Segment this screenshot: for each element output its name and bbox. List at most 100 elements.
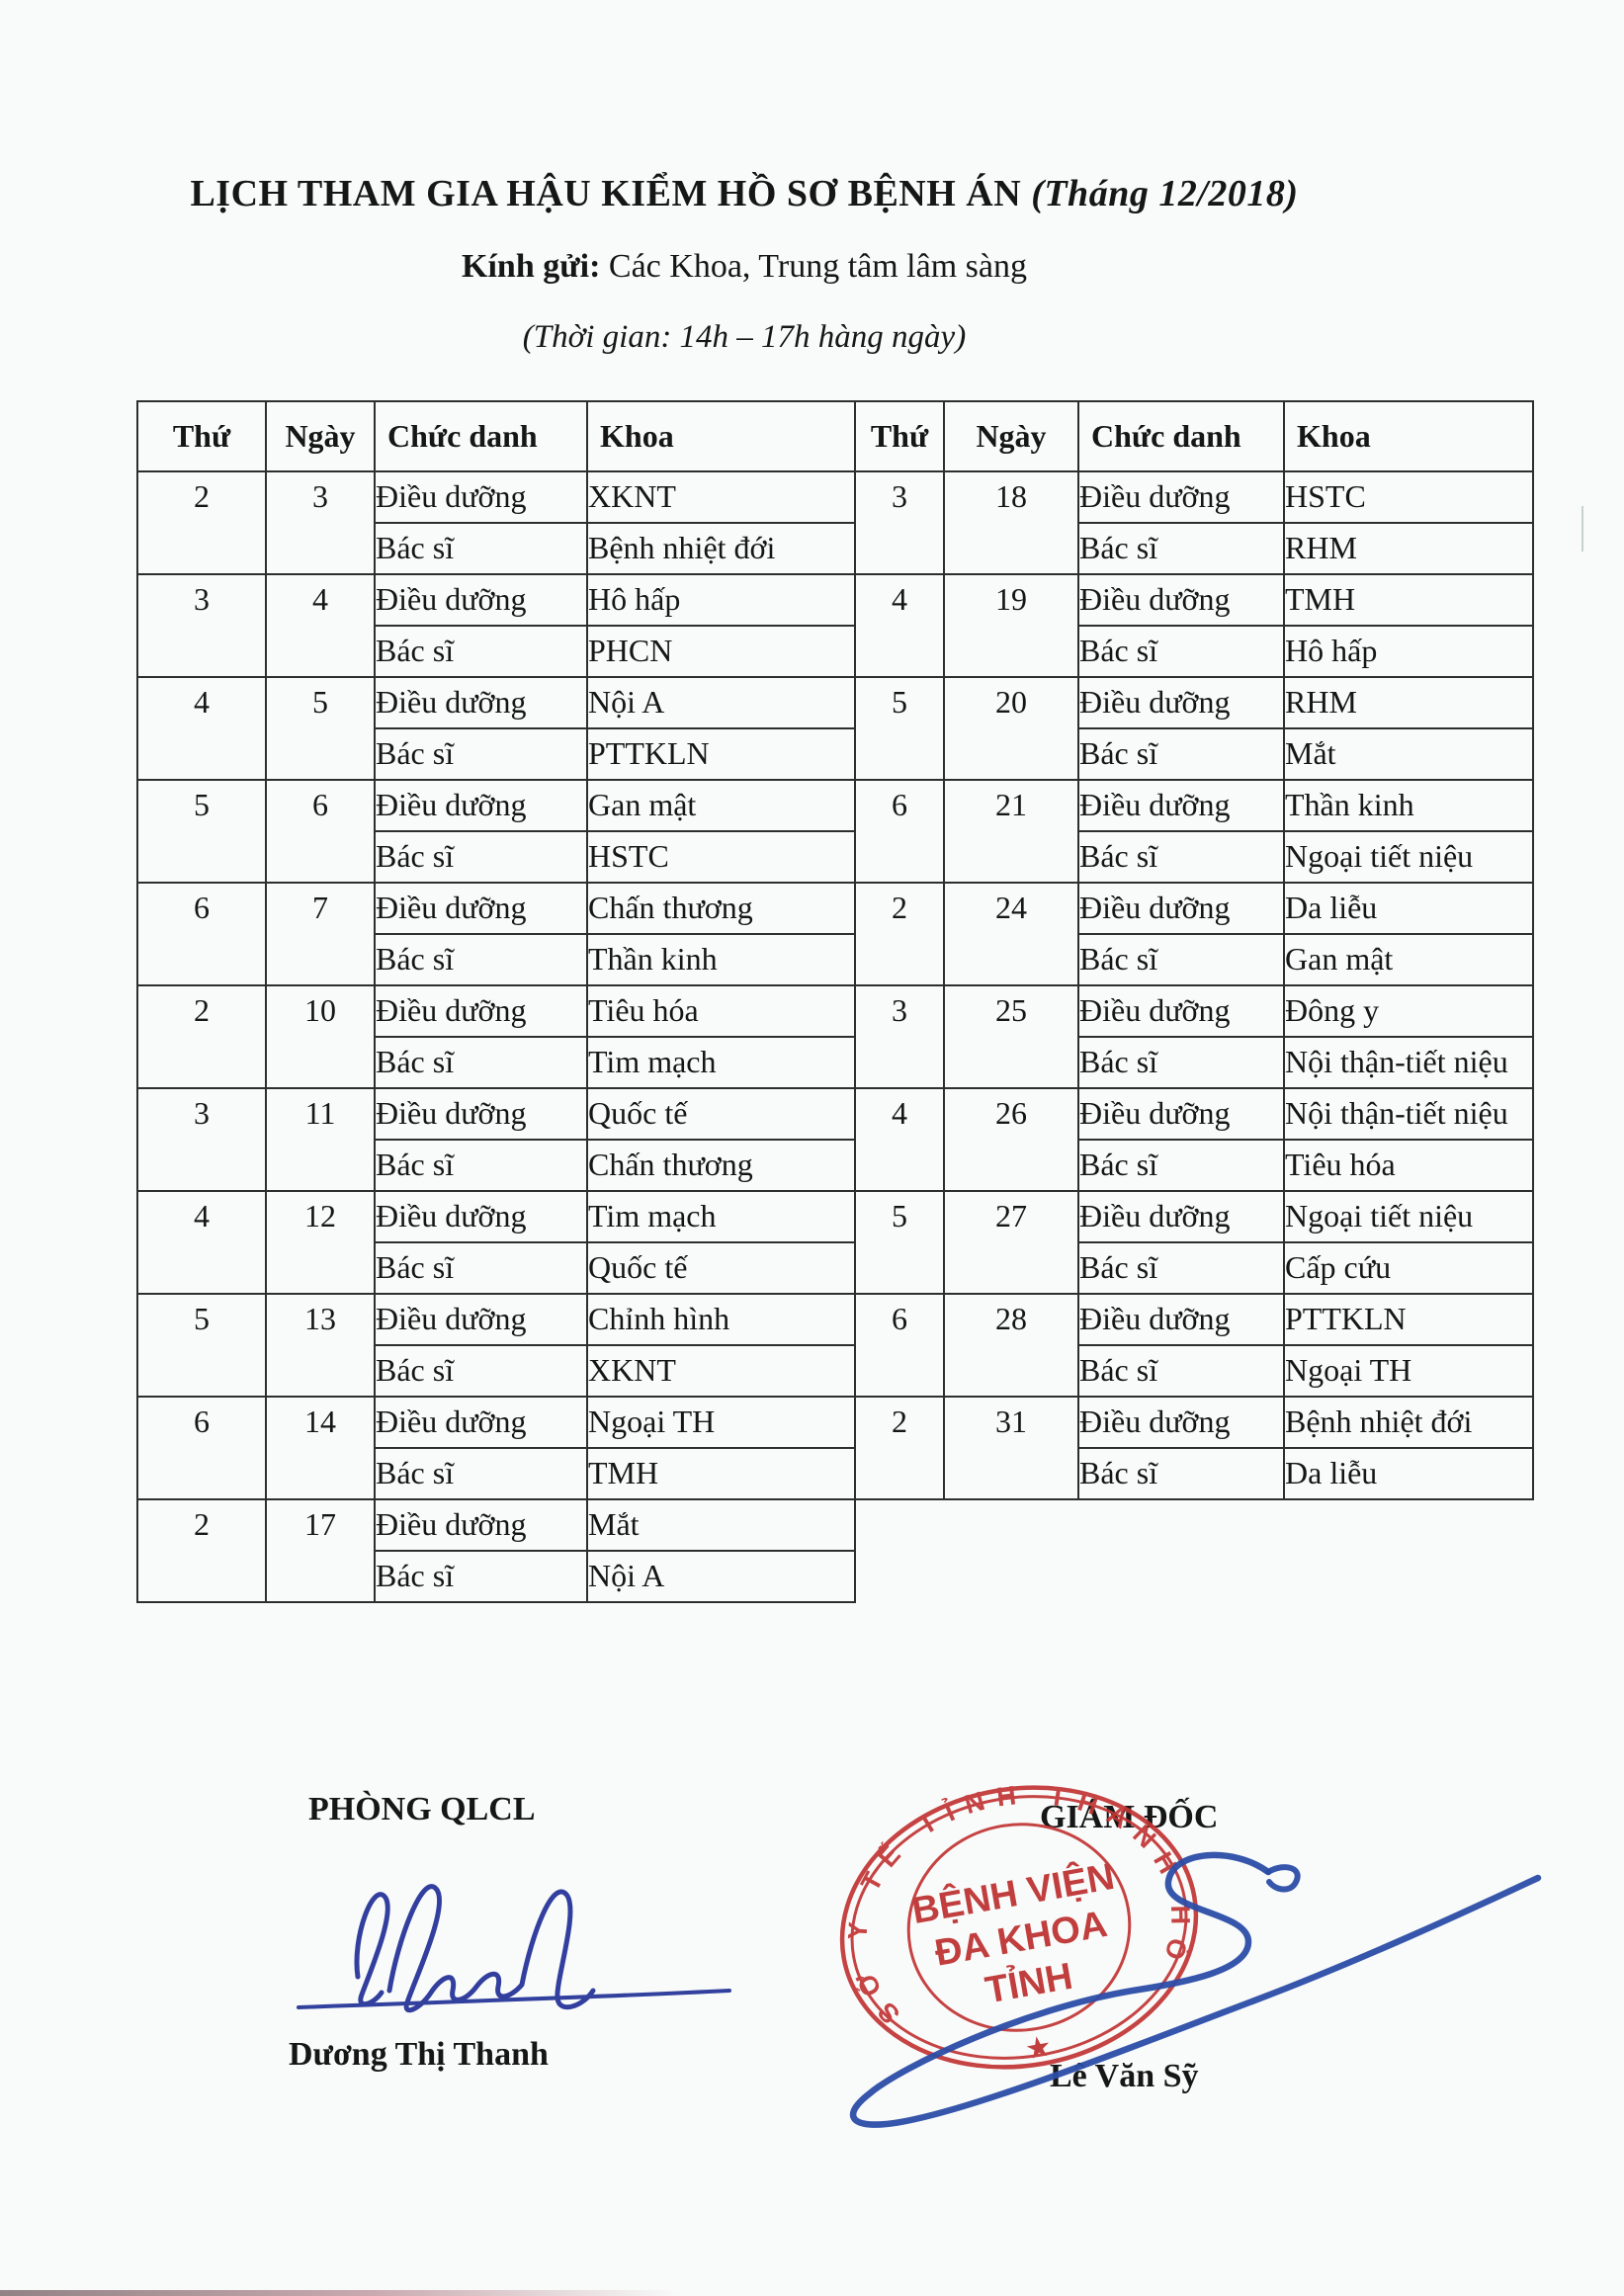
cell-right-role-nurse: Điều dưỡng (1077, 779, 1285, 832)
table-row: 4 12 Điều dưỡng Tim mạch 5 27 Điều dưỡng Ngoại … (136, 1190, 1534, 1295)
schedule-table-header: Thứ Ngày Chức danh Khoa Thứ Ngày Chức danh Khoa (136, 400, 1534, 472)
cell-right-role-doctor: Bác sĩ (1077, 830, 1285, 884)
cell-right-thu: 2 (854, 1396, 945, 1500)
cell-right-khoa-doctor: Mắt (1283, 727, 1534, 781)
schedule-table: Thứ Ngày Chức danh Khoa Thứ Ngày Chức danh Khoa… (136, 400, 1534, 1603)
cell-right-khoa-nurse: Bệnh nhiệt đới (1283, 1396, 1534, 1449)
cell-left-ngay: 14 (265, 1396, 376, 1500)
stamp-outer-ring (839, 1785, 1199, 2070)
signature-sy-hook (1265, 1864, 1301, 1893)
cell-right-khoa-nurse: RHM (1283, 676, 1534, 729)
cell-left-ngay: 11 (265, 1087, 376, 1192)
cell-left-khoa-nurse: Tiêu hóa (586, 984, 856, 1038)
table-row: 3 4 Điều dưỡng Hô hấp 4 19 Điều dưỡng TMH (136, 573, 1534, 678)
cell-left-role-doctor: Bác sĩ (374, 1036, 588, 1089)
cell-right-thu: 4 (854, 573, 945, 678)
cell-right-role-nurse: Điều dưỡng (1077, 984, 1285, 1038)
cell-left-khoa-doctor: Tim mạch (586, 1036, 856, 1089)
table-row: 4 5 Điều dưỡng Nội A 5 20 Điều dưỡng RHM (136, 676, 1534, 781)
time-note: (Thời gian: 14h – 17h hàng ngày) (522, 319, 967, 355)
cell-right-role-doctor: Bác sĩ (1077, 727, 1285, 781)
cell-left-ngay: 10 (265, 984, 376, 1089)
cell-right-role-doctor: Bác sĩ (1077, 933, 1285, 986)
left-signer-name: Dương Thị Thanh (289, 2036, 549, 2073)
column-header-chức-danh-left: Chức danh (374, 400, 588, 472)
cell-left-role-doctor: Bác sĩ (374, 727, 588, 781)
cell-right-role-nurse: Điều dưỡng (1077, 1293, 1285, 1346)
cell-left-role-doctor: Bác sĩ (374, 1447, 588, 1500)
cell-right-role-doctor: Bác sĩ (1077, 1036, 1285, 1089)
cell-right-role-doctor: Bác sĩ (1077, 625, 1285, 678)
cell-left-khoa-nurse: Chỉnh hình (586, 1293, 856, 1346)
cell-left-ngay: 6 (265, 779, 376, 884)
cell-right-ngay: 25 (943, 984, 1079, 1089)
table-row: Bác sĩ PHCN Bác sĩ Hô hấp (137, 625, 1534, 678)
cell-left-role-doctor: Bác sĩ (374, 933, 588, 986)
greeting-line: Kính gửi: Các Khoa, Trung tâm lâm sàng (0, 248, 1489, 286)
cell-left-role-nurse: Điều dưỡng (374, 1396, 588, 1449)
cell-left-role-doctor: Bác sĩ (374, 830, 588, 884)
cell-left-thu: 4 (136, 676, 267, 781)
stamp-inner-ring (906, 1823, 1132, 2032)
cell-right-role-doctor: Bác sĩ (1077, 1241, 1285, 1295)
cell-right-ngay: 19 (943, 573, 1079, 678)
table-row: Bác sĩ Chấn thương Bác sĩ Tiêu hóa (137, 1139, 1534, 1192)
cell-left-role-nurse: Điều dưỡng (374, 882, 588, 935)
cell-left-khoa-doctor: PTTKLN (586, 727, 856, 781)
cell-right-thu: 5 (854, 676, 945, 781)
table-row: Bác sĩ Quốc tế Bác sĩ Cấp cứu (137, 1241, 1534, 1295)
cell-left-khoa-doctor: Quốc tế (586, 1241, 856, 1295)
cell-right-ngay: 31 (943, 1396, 1079, 1500)
cell-right-role-nurse: Điều dưỡng (1077, 573, 1285, 627)
table-row: 6 14 Điều dưỡng Ngoại TH 2 31 Điều dưỡng Bệnh n… (136, 1396, 1534, 1500)
greeting-label: Kính gửi: (462, 248, 601, 285)
handwritten-signature-right (849, 1851, 1542, 2128)
scan-artifact-line (1581, 506, 1583, 552)
table-row: 2 3 Điều dưỡng XKNT 3 18 Điều dưỡng HSTC (136, 470, 1534, 575)
right-signer-name: Lê Văn Sỹ (1050, 2058, 1199, 2094)
cell-left-ngay: 17 (265, 1498, 376, 1603)
cell-right-thu: 6 (854, 1293, 945, 1398)
cell-left-thu: 4 (136, 1190, 267, 1295)
cell-right-ngay: 20 (943, 676, 1079, 781)
cell-right-role-nurse: Điều dưỡng (1077, 470, 1285, 524)
column-header-khoa-left: Khoa (586, 400, 856, 472)
table-row: Bác sĩ Nội A (137, 1550, 1533, 1603)
table-row: Bác sĩ HSTC Bác sĩ Ngoại tiết niệu (137, 830, 1534, 884)
cell-right-khoa-doctor: RHM (1283, 522, 1534, 575)
cell-right-role-doctor: Bác sĩ (1077, 1139, 1285, 1192)
cell-left-khoa-nurse: Nội A (586, 676, 856, 729)
cell-left-khoa-nurse: Quốc tế (586, 1087, 856, 1141)
cell-left-thu: 5 (136, 779, 267, 884)
cell-left-thu: 2 (136, 984, 267, 1089)
cell-right-khoa-doctor: Gan mật (1283, 933, 1534, 986)
cell-left-role-nurse: Điều dưỡng (374, 1087, 588, 1141)
cell-right-khoa-nurse: Nội thận-tiết niệu (1283, 1087, 1534, 1141)
cell-left-role-doctor: Bác sĩ (374, 1139, 588, 1192)
signature-underline (297, 1989, 731, 2009)
column-header-ngày-right: Ngày (943, 400, 1079, 472)
cell-right-khoa-doctor: Ngoại TH (1283, 1344, 1534, 1398)
table-row: 3 11 Điều dưỡng Quốc tế 4 26 Điều dưỡng Nội thậ… (136, 1087, 1534, 1192)
cell-right-ngay: 26 (943, 1087, 1079, 1192)
column-header-thứ-left: Thứ (136, 400, 267, 472)
cell-right-ngay: 28 (943, 1293, 1079, 1398)
cell-right-khoa-doctor: Da liễu (1283, 1447, 1534, 1500)
cell-right-thu: 3 (854, 470, 945, 575)
table-row: 5 13 Điều dưỡng Chỉnh hình 6 28 Điều dưỡng PTTK… (136, 1293, 1534, 1398)
cell-right-khoa-nurse: TMH (1283, 573, 1534, 627)
cell-right-role-doctor: Bác sĩ (1077, 1447, 1285, 1500)
cell-right-khoa-doctor: Cấp cứu (1283, 1241, 1534, 1295)
cell-left-thu: 3 (136, 573, 267, 678)
cell-left-khoa-doctor: PHCN (586, 625, 856, 678)
column-header-chức-danh-right: Chức danh (1077, 400, 1285, 472)
empty-region (855, 1499, 1533, 1602)
table-row: 2 17 Điều dưỡng Mắt (136, 1498, 1533, 1603)
cell-left-khoa-nurse: Mắt (586, 1498, 856, 1552)
column-header-ngày-left: Ngày (265, 400, 376, 472)
table-row: Bác sĩ Tim mạch Bác sĩ Nội thận-tiết niệu (137, 1036, 1534, 1089)
cell-left-ngay: 5 (265, 676, 376, 781)
cell-right-khoa-doctor: Nội thận-tiết niệu (1283, 1036, 1534, 1089)
table-row: 6 7 Điều dưỡng Chấn thương 2 24 Điều dưỡng Da l… (136, 882, 1534, 986)
cell-right-thu: 5 (854, 1190, 945, 1295)
